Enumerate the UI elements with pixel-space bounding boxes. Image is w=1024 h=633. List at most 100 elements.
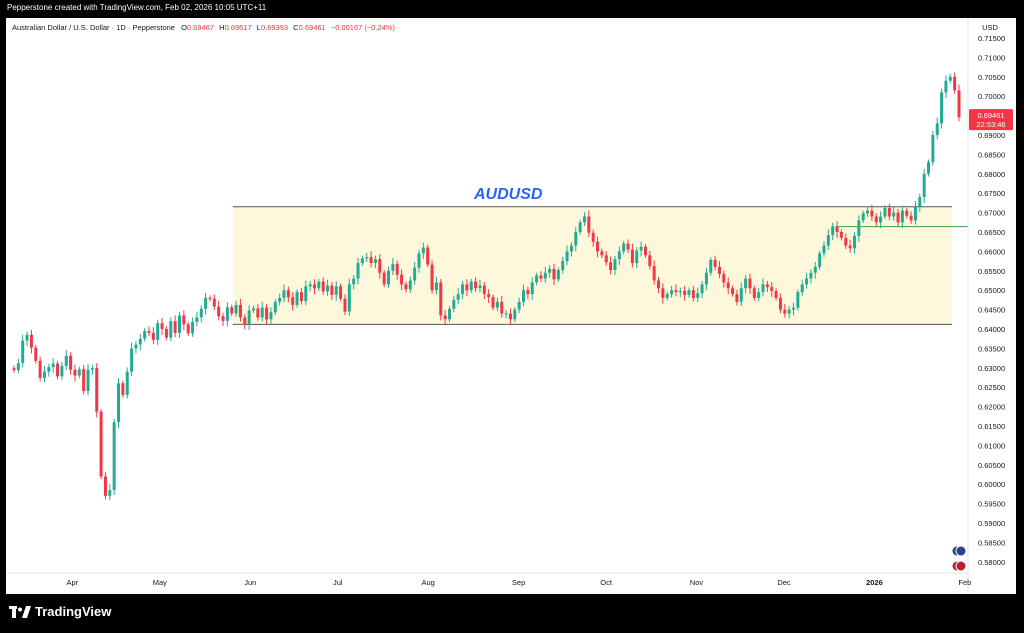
candle-body (800, 284, 804, 293)
y-tick-label: 0.62500 (978, 383, 1005, 392)
candle-body (835, 226, 839, 232)
candle-body (195, 317, 199, 323)
candle-body (852, 235, 856, 249)
y-tick-label: 0.71500 (978, 34, 1005, 43)
candle-body (347, 284, 351, 312)
candle-body (861, 213, 865, 221)
high-label: H (219, 23, 225, 32)
candle-body (526, 290, 530, 295)
candle-body (447, 308, 451, 320)
close-value: 0.69461 (298, 23, 326, 32)
candle-body (761, 284, 765, 293)
candle-body (844, 237, 848, 246)
candle-body (51, 363, 55, 368)
candle-body (735, 294, 739, 302)
candle-body (369, 257, 373, 264)
candle-body (713, 259, 717, 267)
candle-body (469, 281, 473, 291)
candle-body (839, 232, 843, 238)
candle-body (622, 243, 626, 252)
us-flag-icon[interactable] (955, 560, 967, 572)
y-tick-label: 0.59500 (978, 500, 1005, 509)
y-tick-label: 0.68000 (978, 170, 1005, 179)
candle-body (752, 288, 756, 298)
candle-body (696, 293, 700, 298)
currency-label: USD (982, 23, 998, 32)
candle-body (857, 220, 861, 236)
candle-body (191, 322, 195, 334)
candle-body (339, 286, 343, 299)
y-tick-label: 0.64000 (978, 325, 1005, 334)
candle-body (34, 347, 38, 361)
candle-body (269, 312, 273, 320)
candle-body (504, 313, 508, 315)
low-label: L (256, 23, 261, 32)
countdown-label: 22:53:46 (976, 120, 1005, 129)
candle-body (691, 290, 695, 298)
y-tick-label: 0.58000 (978, 558, 1005, 567)
candle-body (626, 243, 630, 250)
candle-body (73, 369, 77, 376)
candle-body (365, 257, 369, 259)
y-tick-label: 0.68500 (978, 150, 1005, 159)
candle-body (99, 411, 103, 477)
candle-body (757, 292, 761, 298)
candle-body (243, 317, 247, 325)
candle-body (47, 367, 51, 372)
candle-body (29, 334, 33, 348)
candle-body (657, 280, 661, 289)
candle-body (103, 476, 107, 496)
candle-body (665, 294, 669, 298)
y-tick-label: 0.66000 (978, 247, 1005, 256)
y-tick-label: 0.58500 (978, 538, 1005, 547)
candle-body (204, 297, 208, 309)
candle-body (635, 250, 639, 264)
open-value: 0.69467 (186, 23, 215, 32)
candle-body (378, 259, 382, 273)
candle-body (556, 270, 560, 280)
range-zone[interactable] (232, 206, 952, 325)
symbol-label[interactable]: Australian Dollar / U.S. Dollar · 1D · P… (12, 23, 175, 32)
x-tick-label: Aug (421, 578, 434, 587)
candle-body (948, 76, 952, 81)
candle-body (905, 210, 909, 216)
candle-body (522, 290, 526, 302)
candle-body (866, 210, 870, 214)
candle-body (408, 280, 412, 290)
candle-body (831, 226, 835, 236)
y-tick-label: 0.71000 (978, 53, 1005, 62)
candle-body (421, 247, 425, 254)
candle-body (400, 274, 404, 285)
candle-body (931, 135, 935, 163)
candle-body (434, 282, 438, 291)
candle-body (652, 266, 656, 281)
candle-body (77, 369, 81, 376)
candle-body (731, 288, 735, 295)
candle-body (704, 272, 708, 285)
price-chart[interactable]: AUDUSD USD 0.71500 0.71000 0.70500 0.70000 0.6… (6, 18, 1016, 594)
candle-body (417, 253, 421, 268)
candle-body (151, 332, 155, 340)
candle-body (312, 284, 316, 289)
candle-body (308, 284, 312, 287)
candle-body (413, 267, 417, 281)
candle-body (805, 278, 809, 285)
candle-body (661, 288, 665, 298)
candle-body (879, 216, 883, 223)
tradingview-logo[interactable]: TradingView (9, 604, 111, 619)
candle-body (169, 321, 173, 338)
y-tick-label: 0.60500 (978, 461, 1005, 470)
candle-body (125, 371, 129, 395)
candle-body (535, 275, 539, 283)
candle-body (796, 292, 800, 308)
candle-body (382, 272, 386, 285)
candle-body (500, 301, 504, 314)
x-tick-label: May (153, 578, 167, 587)
candle-body (883, 207, 887, 217)
australia-flag-icon[interactable] (955, 545, 967, 557)
candle-body (722, 273, 726, 283)
candle-body (822, 245, 826, 254)
x-tick-label: Dec (777, 578, 791, 587)
chart-title: AUDUSD (473, 186, 543, 203)
chart-credit: Pepperstone created with TradingView.com… (7, 3, 267, 12)
